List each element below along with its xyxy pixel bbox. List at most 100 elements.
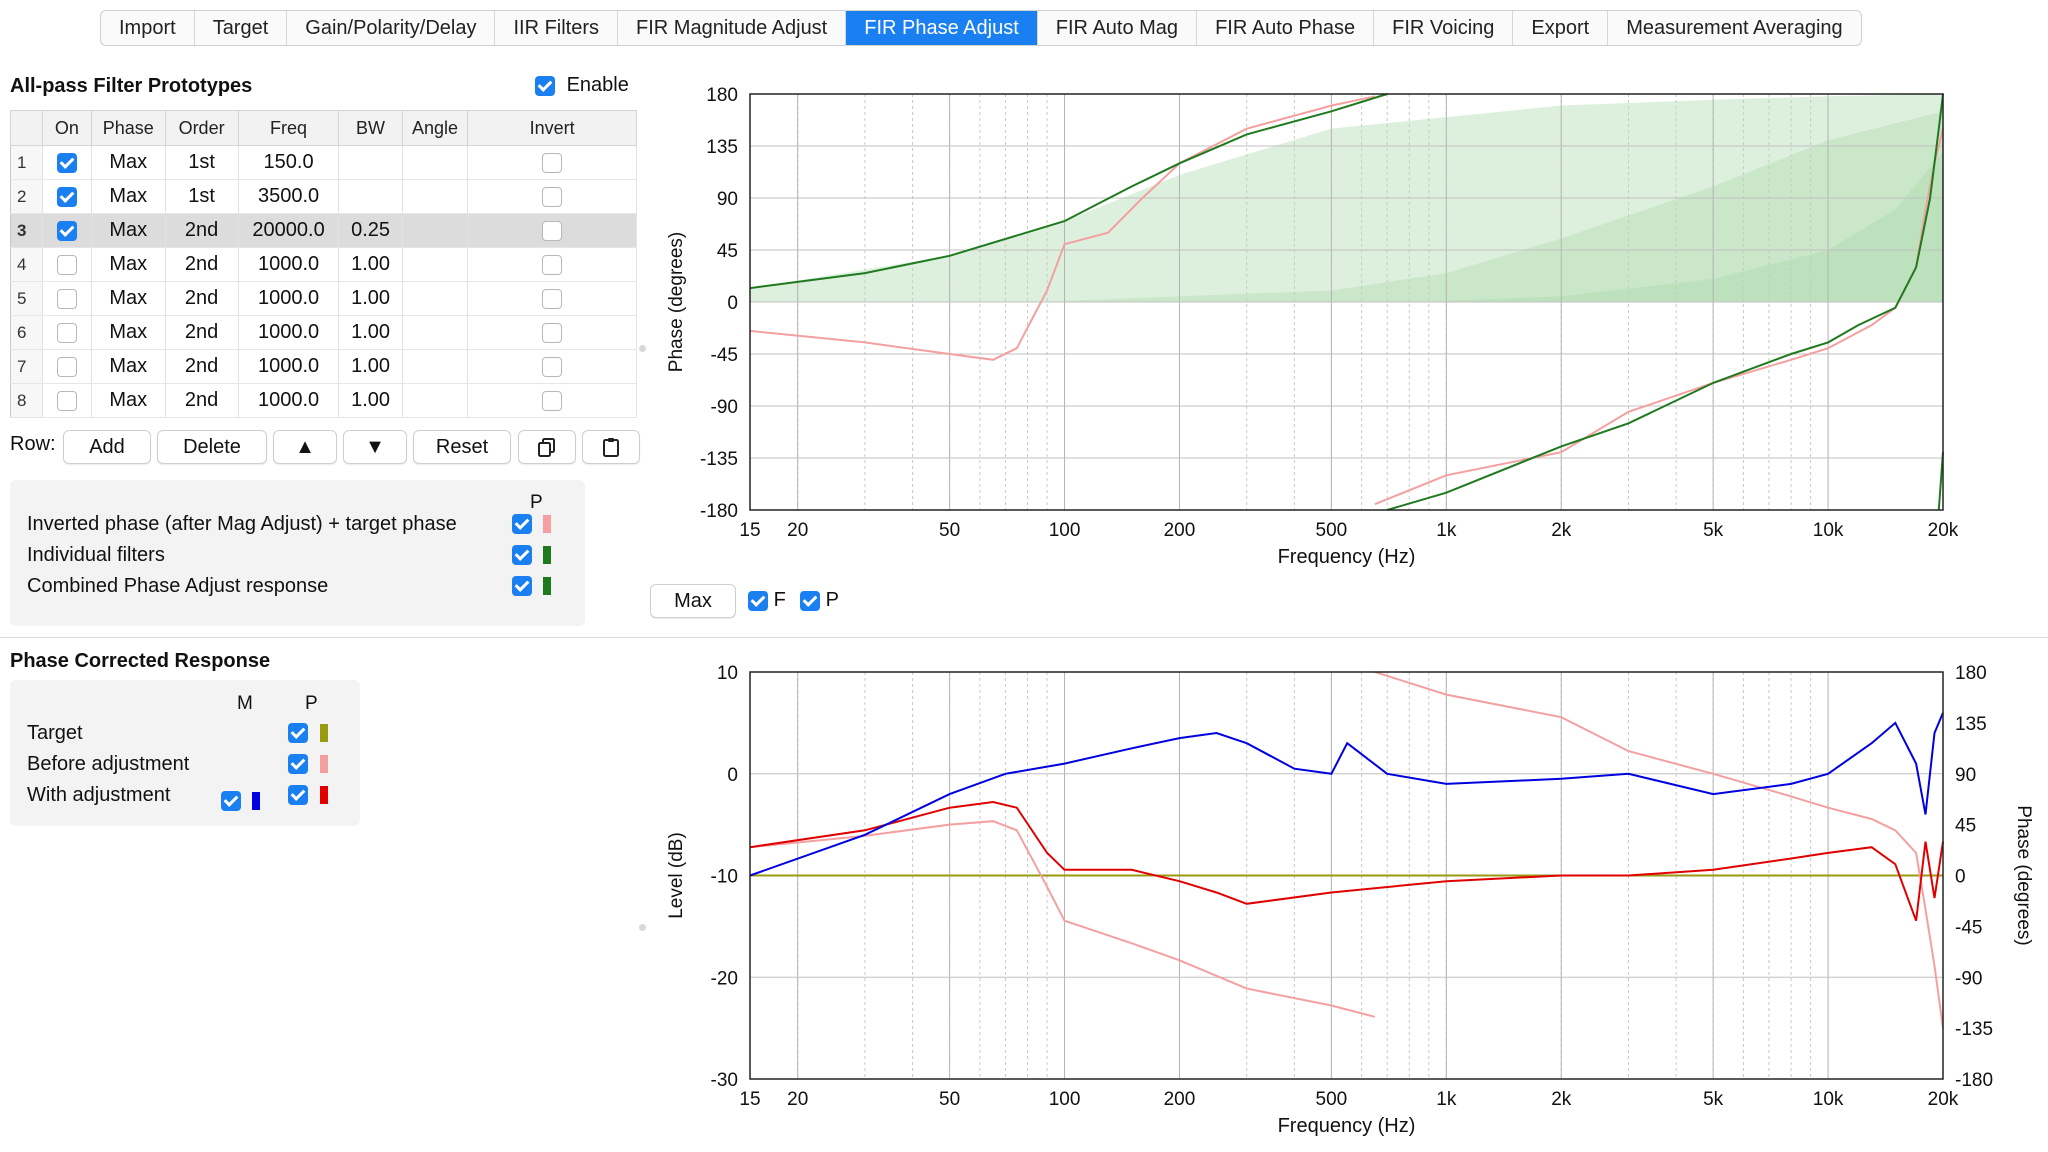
cell-order[interactable]: 1st	[165, 179, 239, 214]
cell-freq[interactable]: 150.0	[238, 145, 340, 180]
cell-phase[interactable]: Max	[91, 281, 166, 316]
phase-adjust-chart[interactable]: 15 20 50 100 200 500 1k 2k 5k 10k 20k 180 135 90 45 0 -4…	[640, 80, 2048, 580]
f-checkbox[interactable]: F	[748, 589, 786, 612]
column-header-invert[interactable]: Invert	[467, 110, 637, 146]
cell-invert[interactable]	[467, 349, 637, 384]
cell-on[interactable]	[42, 247, 93, 282]
cell-phase[interactable]: Max	[91, 179, 166, 214]
table-row[interactable]: 4 Max 2nd 1000.0 1.00	[10, 247, 637, 282]
cell-angle[interactable]	[402, 179, 469, 214]
on-checkbox[interactable]	[56, 186, 77, 207]
on-checkbox[interactable]	[56, 220, 77, 241]
cell-order[interactable]: 2nd	[165, 281, 239, 316]
cell-order[interactable]: 2nd	[165, 247, 239, 282]
max-button[interactable]: Max	[650, 584, 736, 618]
cell-phase[interactable]: Max	[91, 349, 166, 384]
cell-on[interactable]	[42, 179, 93, 214]
cell-invert[interactable]	[467, 247, 637, 282]
cell-bw[interactable]: 1.00	[338, 315, 403, 350]
cell-freq[interactable]: 1000.0	[238, 315, 340, 350]
table-row[interactable]: 1 Max 1st 150.0	[10, 145, 637, 180]
cell-freq[interactable]: 1000.0	[238, 383, 340, 418]
p-checkbox[interactable]: P	[800, 589, 839, 612]
cell-on[interactable]	[42, 281, 93, 316]
cell-order[interactable]: 1st	[165, 145, 239, 180]
invert-checkbox[interactable]	[542, 152, 563, 173]
cell-on[interactable]	[42, 315, 93, 350]
cell-freq[interactable]: 1000.0	[238, 281, 340, 316]
table-row[interactable]: 5 Max 2nd 1000.0 1.00	[10, 281, 637, 316]
invert-checkbox[interactable]	[542, 322, 563, 343]
tab-fir-magnitude-adjust[interactable]: FIR Magnitude Adjust	[618, 11, 847, 45]
cell-invert[interactable]	[467, 315, 637, 350]
tab-measurement-averaging[interactable]: Measurement Averaging	[1626, 17, 1843, 39]
invert-checkbox[interactable]	[542, 390, 563, 411]
cell-on[interactable]	[42, 349, 93, 384]
enable-checkbox[interactable]: Enable	[535, 74, 629, 97]
cell-invert[interactable]	[467, 179, 637, 214]
table-row[interactable]: 3 Max 2nd 20000.0 0.25	[10, 213, 637, 248]
enable-check-icon[interactable]	[535, 75, 555, 96]
invert-checkbox[interactable]	[542, 186, 563, 207]
column-header-freq[interactable]: Freq	[237, 110, 340, 146]
cell-phase[interactable]: Max	[91, 315, 166, 350]
phase-corrected-chart[interactable]: 15 20 50 100 200 500 1k 2k 5k 10k 20k100-10-20-301…	[640, 650, 2048, 1150]
cell-phase[interactable]: Max	[91, 383, 166, 418]
move-down-button[interactable]: ▼	[343, 430, 407, 464]
cell-on[interactable]	[42, 213, 93, 248]
cell-angle[interactable]	[402, 247, 469, 282]
paste-button[interactable]	[582, 430, 640, 464]
cell-freq[interactable]: 1000.0	[238, 349, 340, 384]
cell-freq[interactable]: 20000.0	[238, 213, 340, 248]
tab-export[interactable]: Export	[1513, 11, 1609, 45]
cell-order[interactable]: 2nd	[165, 315, 239, 350]
on-checkbox[interactable]	[56, 288, 77, 309]
cell-freq[interactable]: 3500.0	[238, 179, 340, 214]
on-checkbox[interactable]	[56, 254, 77, 275]
cell-bw[interactable]: 1.00	[338, 349, 403, 384]
delete-row-button[interactable]: Delete	[157, 430, 267, 464]
cell-angle[interactable]	[402, 349, 469, 384]
cell-on[interactable]	[42, 383, 93, 418]
column-header-phase[interactable]: Phase	[91, 110, 166, 146]
tab-gain-polarity-delay[interactable]: Gain/Polarity/Delay	[287, 11, 496, 45]
cell-invert[interactable]	[467, 213, 637, 248]
table-row[interactable]: 7 Max 2nd 1000.0 1.00	[10, 349, 637, 384]
column-header-on[interactable]: On	[41, 110, 93, 146]
legend-item-checkbox[interactable]	[512, 576, 532, 596]
phase-checkbox[interactable]	[288, 723, 308, 743]
splitter-handle-bottom[interactable]	[639, 924, 646, 931]
cell-bw[interactable]	[338, 145, 403, 180]
cell-order[interactable]: 2nd	[165, 213, 239, 248]
cell-phase[interactable]: Max	[91, 145, 166, 180]
invert-checkbox[interactable]	[542, 356, 563, 377]
tab-fir-phase-adjust[interactable]: FIR Phase Adjust	[846, 11, 1038, 45]
copy-button[interactable]	[518, 430, 576, 464]
magnitude-checkbox[interactable]	[221, 791, 241, 811]
tab-fir-voicing[interactable]: FIR Voicing	[1374, 11, 1514, 45]
move-up-button[interactable]: ▲	[273, 430, 337, 464]
cell-bw[interactable]: 1.00	[338, 281, 403, 316]
cell-on[interactable]	[42, 145, 93, 180]
tab-iir-filters[interactable]: IIR Filters	[495, 11, 619, 45]
splitter-handle-top[interactable]	[639, 345, 646, 352]
invert-checkbox[interactable]	[542, 220, 563, 241]
cell-invert[interactable]	[467, 281, 637, 316]
table-row[interactable]: 2 Max 1st 3500.0	[10, 179, 637, 214]
legend-item-checkbox[interactable]	[512, 545, 532, 565]
tab-fir-auto-phase[interactable]: FIR Auto Phase	[1197, 11, 1375, 45]
cell-angle[interactable]	[402, 281, 469, 316]
cell-bw[interactable]: 1.00	[338, 247, 403, 282]
table-row[interactable]: 6 Max 2nd 1000.0 1.00	[10, 315, 637, 350]
tab-fir-auto-mag[interactable]: FIR Auto Mag	[1038, 11, 1198, 45]
add-row-button[interactable]: Add	[63, 430, 151, 464]
legend-item-checkbox[interactable]	[512, 514, 532, 534]
p-check-icon[interactable]	[800, 590, 820, 611]
phase-checkbox[interactable]	[288, 754, 308, 774]
cell-invert[interactable]	[467, 383, 637, 418]
column-header-order[interactable]: Order	[164, 110, 239, 146]
cell-angle[interactable]	[402, 315, 469, 350]
cell-phase[interactable]: Max	[91, 247, 166, 282]
cell-order[interactable]: 2nd	[165, 349, 239, 384]
on-checkbox[interactable]	[56, 152, 77, 173]
